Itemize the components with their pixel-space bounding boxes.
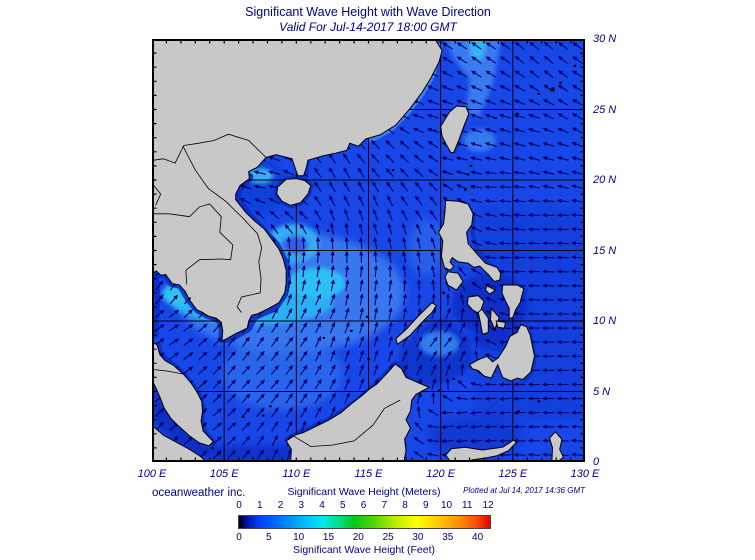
meters-tick: 2 — [277, 500, 284, 511]
land-sulawesi — [445, 439, 518, 462]
feet-tick: 15 — [322, 532, 335, 543]
meters-tick: 6 — [360, 500, 367, 511]
meters-tick: 9 — [422, 500, 429, 511]
meters-tick: 5 — [339, 500, 346, 511]
map-frame — [152, 39, 585, 462]
feet-tick: 5 — [266, 532, 272, 543]
lon-tick-label: 125 E — [498, 468, 528, 480]
meters-tick: 0 — [236, 500, 242, 511]
lat-tick-label: 20 N — [593, 174, 617, 186]
feet-tick: 40 — [472, 532, 484, 543]
lat-tick-label: 15 N — [593, 244, 617, 257]
feet-tick: 20 — [352, 532, 364, 543]
land-sumatra — [152, 424, 208, 462]
lon-tick-label: 130 E — [570, 468, 600, 480]
land-halmahera — [549, 430, 565, 462]
land-samar — [501, 284, 525, 320]
land-mindoro — [444, 271, 464, 291]
feet-tick: 10 — [293, 532, 305, 543]
land-palawan — [395, 302, 437, 346]
feet-tick: 35 — [442, 532, 454, 543]
land-taiwan — [440, 105, 470, 153]
legend-meters-label: Significant Wave Height (Meters) — [287, 486, 441, 498]
land-mainland — [152, 39, 443, 342]
land-bohol — [495, 320, 507, 329]
land-peninsula — [152, 341, 215, 447]
meters-tick: 8 — [402, 500, 408, 511]
meters-tick: 11 — [462, 500, 473, 511]
meters-tick: 1 — [256, 500, 263, 511]
feet-tick: 25 — [382, 532, 394, 543]
lat-tick-label: 30 N — [593, 33, 617, 45]
feet-tick: 0 — [236, 532, 242, 543]
lat-tick-label: 0 — [593, 456, 600, 468]
map-canvas — [152, 39, 585, 462]
lon-tick-label: 110 E — [282, 468, 311, 480]
legend-feet-label: Significant Wave Height (Feet) — [292, 544, 436, 556]
meters-tick: 10 — [440, 500, 453, 511]
meters-tick: 4 — [319, 500, 325, 511]
feet-tick: 30 — [412, 532, 424, 543]
land-hainan — [276, 178, 312, 206]
land-mindanao — [468, 323, 536, 382]
land-negros — [477, 308, 489, 336]
land-luzon — [437, 199, 502, 283]
colorbar-gradient — [238, 515, 491, 529]
meters-tick: 7 — [381, 500, 388, 511]
land-cebu — [489, 307, 500, 331]
lat-tick-label: 25 N — [593, 103, 617, 116]
lon-tick-label: 120 E — [426, 468, 456, 480]
lon-tick-label: 100 E — [137, 468, 167, 480]
chart-title: Significant Wave Height with Wave Direct… — [245, 5, 491, 19]
meters-tick: 3 — [298, 500, 305, 511]
lat-tick-label: 5 N — [593, 385, 611, 398]
lon-tick-label: 115 E — [354, 468, 383, 480]
land-masbate — [484, 285, 497, 295]
land-borneo — [285, 363, 431, 462]
credit-text: oceanweather inc. — [152, 487, 246, 499]
plotted-at-text: Plotted at Jul 14, 2017 14:36 GMT — [463, 486, 585, 495]
lat-tick-label: 10 N — [593, 315, 617, 327]
chart-subtitle: Valid For Jul-14-2017 18:00 GMT — [279, 20, 457, 34]
meters-tick: 12 — [482, 500, 494, 511]
lon-tick-label: 105 E — [209, 468, 239, 480]
